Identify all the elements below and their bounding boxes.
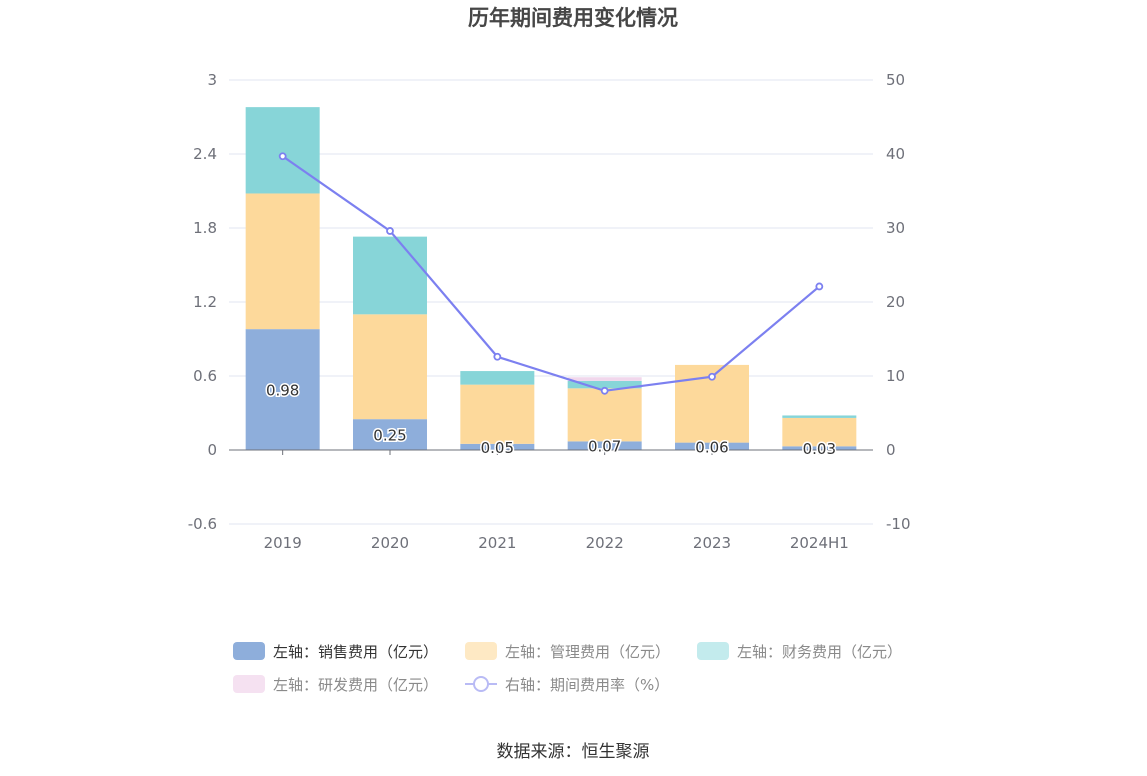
left-tick-label: 1.8 bbox=[193, 219, 217, 237]
legend-swatch bbox=[697, 642, 729, 660]
bar-segment bbox=[782, 415, 857, 418]
bar-segment bbox=[245, 193, 320, 330]
legend-item-label: 左轴：销售费用（亿元） bbox=[273, 643, 438, 661]
left-tick-label: 2.4 bbox=[193, 145, 217, 163]
left-tick-label: 0 bbox=[207, 441, 217, 459]
bar-segment bbox=[245, 329, 320, 450]
x-tick-label: 2023 bbox=[693, 534, 731, 552]
right-tick-label: -10 bbox=[886, 515, 911, 533]
legend-item-label: 左轴：研发费用（亿元） bbox=[273, 676, 438, 694]
legend-swatch bbox=[233, 642, 265, 660]
bar-segment bbox=[460, 384, 535, 444]
right-tick-label: 20 bbox=[886, 293, 905, 311]
left-axis: 3 2.4 1.8 1.2 0.6 0 -0.6 bbox=[188, 71, 217, 533]
legend-swatch bbox=[465, 642, 497, 660]
bar-data-label: 0.98 bbox=[266, 382, 299, 400]
bar-segment bbox=[567, 377, 642, 381]
chart-title: 历年期间费用变化情况 bbox=[468, 6, 678, 30]
bar-data-label: 0.05 bbox=[481, 439, 514, 457]
bar-segment bbox=[460, 371, 535, 385]
rate-line bbox=[278, 152, 824, 395]
right-tick-label: 30 bbox=[886, 219, 905, 237]
legend-item-label: 左轴：管理费用（亿元） bbox=[505, 643, 670, 661]
legend-circle-icon bbox=[473, 676, 489, 692]
bar-segment bbox=[567, 388, 642, 442]
rate-point bbox=[278, 152, 287, 161]
left-tick-label: 0.6 bbox=[193, 367, 217, 385]
bar-segment bbox=[782, 446, 857, 450]
rate-point bbox=[600, 386, 609, 395]
bar-data-label: 0.25 bbox=[373, 427, 406, 445]
left-tick-label: 3 bbox=[207, 71, 217, 89]
x-tick-label: 2021 bbox=[478, 534, 516, 552]
bar-segment bbox=[460, 443, 535, 450]
rate-point bbox=[815, 282, 824, 291]
source-text: 数据来源：恒生聚源 bbox=[497, 742, 650, 762]
legend-item-label: 左轴：财务费用（亿元） bbox=[737, 643, 902, 661]
bar-segment bbox=[353, 314, 427, 420]
right-axis: 50 40 30 20 10 0 -10 bbox=[886, 71, 911, 533]
rate-point bbox=[493, 352, 502, 361]
legend-swatch bbox=[233, 675, 265, 693]
right-tick-label: 10 bbox=[886, 367, 905, 385]
right-tick-label: 0 bbox=[886, 441, 896, 459]
legend[interactable]: 左轴：销售费用（亿元） 左轴：管理费用（亿元） 左轴：财务费用（亿元） 左轴：研发费用… bbox=[233, 642, 902, 694]
bar-data-label: 0.06 bbox=[695, 438, 728, 456]
rate-point bbox=[386, 227, 394, 235]
rate-line-path bbox=[282, 155, 821, 392]
right-tick-label: 50 bbox=[886, 71, 905, 89]
bar-segment bbox=[245, 107, 320, 194]
left-tick-label: -0.6 bbox=[188, 515, 217, 533]
x-tick-label: 2024H1 bbox=[790, 534, 849, 552]
x-tick-label: 2022 bbox=[586, 534, 624, 552]
bar-data-label: 0.03 bbox=[803, 440, 836, 458]
left-tick-label: 1.2 bbox=[193, 293, 217, 311]
bar-segment bbox=[567, 441, 642, 450]
rate-point bbox=[708, 372, 716, 381]
x-axis: 2019 2020 2021 2022 2023 2024H1 bbox=[229, 449, 873, 552]
bar-segment bbox=[353, 236, 427, 315]
bar-segment bbox=[675, 442, 749, 450]
x-tick-label: 2019 bbox=[264, 534, 302, 552]
bars bbox=[245, 107, 857, 450]
x-tick-label: 2020 bbox=[371, 534, 409, 552]
grid-lines bbox=[229, 79, 873, 525]
bar-data-label: 0.07 bbox=[588, 438, 621, 456]
bar-segment bbox=[567, 380, 642, 389]
right-tick-label: 40 bbox=[886, 145, 905, 163]
bar-segment bbox=[353, 419, 427, 450]
bar-segment bbox=[782, 417, 857, 447]
legend-item-label: 右轴：期间费用率（%） bbox=[505, 676, 669, 694]
data-labels: 0.98 0.25 0.05 0.07 0.06 0.03 bbox=[264, 380, 837, 460]
